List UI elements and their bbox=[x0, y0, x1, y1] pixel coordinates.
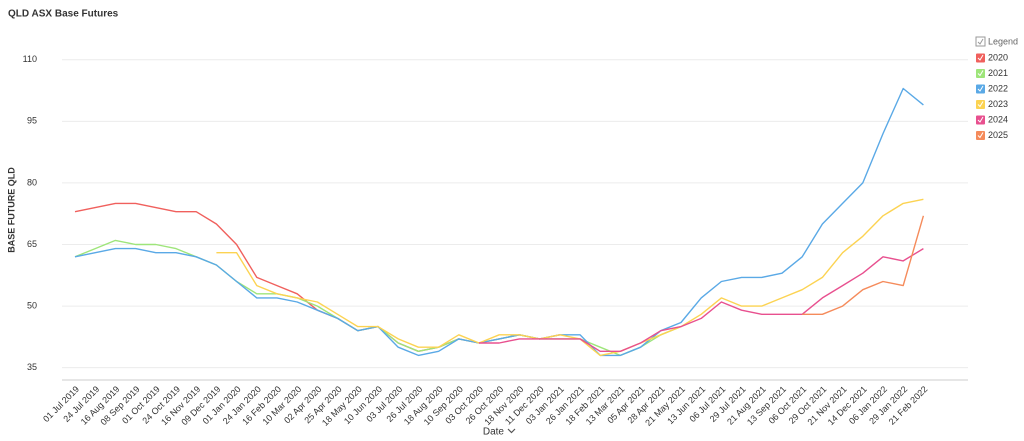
legend-swatch bbox=[976, 100, 985, 109]
series-line bbox=[216, 198, 924, 357]
legend-label: 2025 bbox=[988, 130, 1008, 140]
legend-check bbox=[977, 38, 984, 45]
legend-label: 2024 bbox=[988, 114, 1008, 124]
legend-item[interactable]: 2023 bbox=[976, 99, 1008, 109]
legend-title: Legend bbox=[988, 36, 1018, 46]
legend-check bbox=[977, 54, 984, 61]
legend: Legend 2020 2021 2022 2023 2024 2025 bbox=[975, 36, 1018, 140]
series-line bbox=[74, 239, 682, 357]
y-tick-label: 110 bbox=[23, 54, 37, 64]
legend-label: 2021 bbox=[988, 68, 1008, 78]
legend-checkbox[interactable] bbox=[975, 36, 986, 47]
legend-swatch bbox=[976, 69, 985, 78]
y-tick-label: 65 bbox=[27, 239, 37, 249]
legend-swatch bbox=[976, 53, 985, 63]
legend-swatch bbox=[976, 84, 985, 94]
legend-item[interactable]: 2021 bbox=[976, 68, 1008, 78]
legend-item[interactable]: 2020 bbox=[976, 52, 1008, 63]
legend-check bbox=[977, 132, 984, 139]
series-line bbox=[74, 202, 560, 352]
legend-label: 2023 bbox=[988, 99, 1008, 109]
x-axis-chevron[interactable] bbox=[507, 428, 516, 434]
y-tick-label: 35 bbox=[27, 362, 37, 372]
y-tick-label: 80 bbox=[27, 177, 37, 187]
legend-check bbox=[977, 116, 984, 123]
legend-item[interactable]: 2022 bbox=[976, 83, 1008, 94]
legend-item[interactable]: 2025 bbox=[976, 130, 1008, 140]
series-line bbox=[74, 87, 924, 357]
series-line bbox=[802, 215, 925, 315]
legend-swatch bbox=[976, 115, 985, 125]
y-axis-label: BASE FUTURE QLD bbox=[6, 167, 16, 253]
series-line bbox=[479, 248, 924, 352]
legend-check bbox=[977, 101, 984, 108]
legend-label: 2020 bbox=[988, 52, 1008, 62]
x-axis-label: Date bbox=[483, 427, 505, 438]
legend-swatch bbox=[976, 131, 985, 140]
legend-item[interactable]: 2024 bbox=[976, 114, 1008, 125]
legend-check bbox=[977, 70, 984, 77]
legend-check bbox=[977, 85, 984, 92]
chart-title: QLD ASX Base Futures bbox=[8, 9, 119, 20]
legend-label: 2022 bbox=[988, 83, 1008, 93]
y-tick-label: 95 bbox=[27, 116, 37, 126]
y-tick-label: 50 bbox=[27, 300, 37, 310]
